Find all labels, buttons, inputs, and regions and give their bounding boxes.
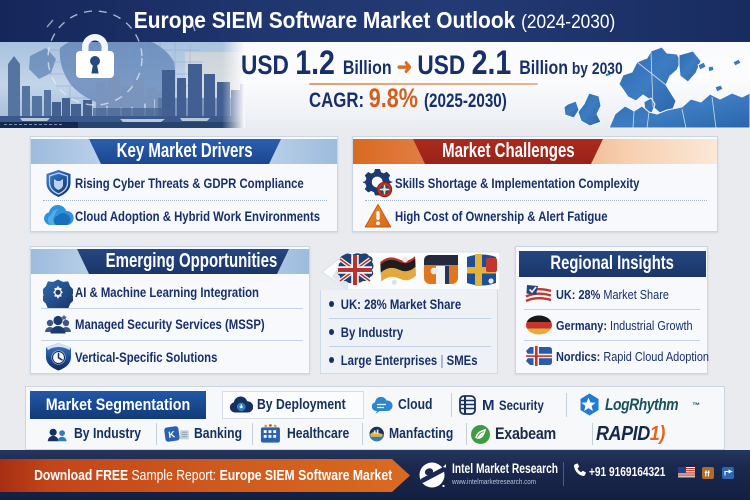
- svg-text:ff: ff: [705, 470, 711, 479]
- svg-text:K: K: [168, 429, 176, 440]
